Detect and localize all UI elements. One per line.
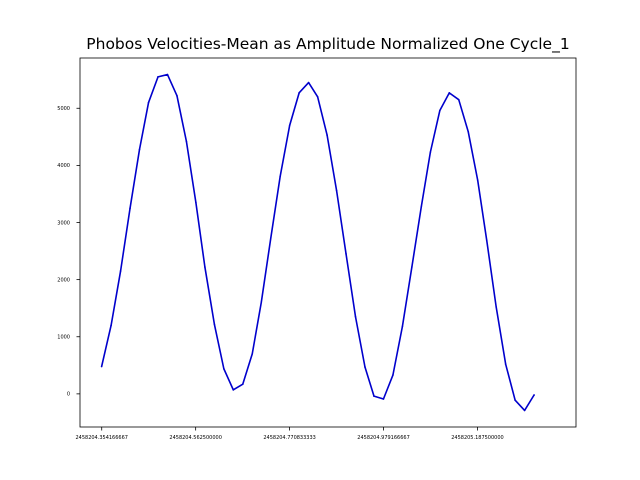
data-point (326, 134, 328, 136)
data-point (504, 363, 507, 365)
data-point (392, 374, 394, 376)
data-point (100, 365, 103, 368)
data-point (157, 76, 159, 78)
data-point (429, 151, 432, 154)
data-point (439, 109, 441, 112)
data-point (485, 239, 488, 242)
data-point (269, 237, 272, 240)
data-point (354, 315, 357, 318)
y-tick-label: 1000 (57, 335, 70, 341)
x-tick-label: 2458204.562500000 (169, 435, 222, 441)
data-point (307, 81, 310, 84)
data-point (373, 395, 375, 397)
data-point (345, 253, 347, 255)
data-point (129, 207, 131, 210)
x-tick-label: 2458204.770833333 (263, 435, 316, 441)
data-point (364, 366, 366, 368)
data-point (223, 367, 225, 370)
data-point (260, 301, 263, 304)
data-point (533, 394, 535, 396)
data-point (523, 409, 526, 412)
x-tick-label: 2458204.979166667 (357, 435, 410, 441)
plot-area: 2458204.354166667 2458204.562500000 245820… (57, 57, 577, 441)
data-point (401, 325, 404, 328)
data-point (204, 266, 206, 268)
data-point (476, 179, 479, 182)
data-point (411, 266, 413, 268)
data-point (448, 92, 451, 94)
chart-title: Phobos Velocities-Mean as Amplitude Norm… (86, 35, 569, 54)
y-tick-label: 4000 (57, 163, 70, 169)
data-point (457, 98, 460, 101)
data-point (110, 324, 112, 327)
data-point (514, 399, 516, 401)
data-point (166, 73, 169, 76)
data-point (138, 148, 141, 151)
x-axis: 2458204.354166667 2458204.562500000 245820… (75, 427, 504, 441)
y-axis: 0 1000 2000 3000 4000 5000 (57, 106, 80, 398)
data-point (241, 383, 244, 385)
data-point (213, 323, 216, 325)
data-point (467, 130, 470, 133)
data-point (251, 353, 254, 355)
data-point (288, 124, 291, 127)
data-point (232, 389, 235, 391)
data-point (195, 201, 197, 204)
data-point (298, 92, 300, 94)
plot-frame (79, 57, 577, 428)
data-point (185, 140, 188, 143)
y-tick-label: 5000 (57, 106, 70, 112)
series-group (100, 73, 535, 412)
data-point (147, 101, 150, 104)
data-point (176, 94, 178, 97)
y-tick-label: 2000 (57, 277, 70, 283)
data-point (495, 306, 497, 308)
data-point (316, 96, 319, 98)
y-tick-label: 0 (67, 392, 70, 398)
data-point (119, 270, 122, 272)
x-tick-label: 2458204.354166667 (75, 435, 128, 441)
data-point (335, 189, 338, 192)
data-point (382, 398, 385, 400)
y-tick-label: 3000 (57, 220, 70, 226)
data-point (279, 175, 282, 178)
data-point (420, 205, 423, 208)
x-tick-label: 2458205.187500000 (451, 435, 504, 441)
